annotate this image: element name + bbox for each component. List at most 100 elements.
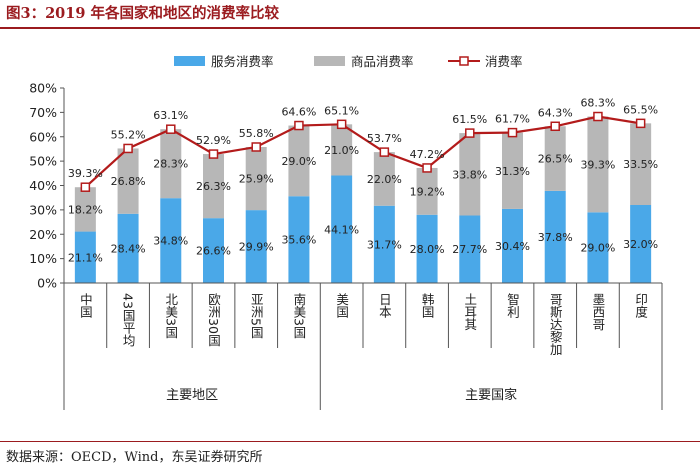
x-category-label: 土耳其 [462,293,477,331]
bar-goods [288,125,310,197]
bar-goods [245,146,267,211]
total-marker [379,147,390,157]
label-goods: 25.9% [239,173,274,186]
label-services: 44.1% [324,223,359,236]
total-line-path [84,115,641,189]
legend-goods-label: 商品消费率 [351,54,414,69]
x-category-label: 南美3国 [291,292,306,338]
bar-goods [502,132,523,209]
total-marker [208,149,219,159]
bar-goods [74,187,96,232]
bar-goods [416,167,438,215]
label-services: 31.7% [367,238,402,251]
total-marker [80,182,91,192]
total-marker [550,121,560,132]
label-total: 55.2% [111,128,146,141]
label-total: 61.5% [452,113,487,126]
bar-services [288,196,310,283]
label-goods: 26.8% [111,175,146,188]
label-services: 27.7% [452,243,487,256]
label-goods: 19.2% [410,185,445,198]
label-total: 61.7% [495,113,530,126]
total-marker [465,128,475,138]
label-services: 34.8% [153,235,188,248]
x-category-label: 印度 [633,293,648,318]
x-category-label: 43国平均 [121,293,136,347]
total-marker [507,127,518,138]
label-total: 55.8% [239,127,274,140]
total-marker [336,119,347,130]
bar-services [373,205,395,283]
bar-services [245,210,267,283]
label-services: 32.0% [623,238,658,251]
label-services: 30.4% [495,240,530,253]
label-goods: 18.2% [68,203,103,216]
label-goods: 26.5% [538,153,573,166]
label-goods: 33.8% [452,168,487,181]
x-axis: 中国 43国平均 北美3国 欧洲30国 亚洲5国 南美3国 美国 日本 韩国 土耳其 智利 哥斯达黎加… [63,282,663,410]
x-category-label: 欧洲30国 [206,293,221,346]
legend-total-swatch-marker [459,56,469,66]
legend-total-label: 消费率 [485,54,523,69]
label-total: 47.2% [410,148,445,161]
label-total: 53.7% [367,132,402,145]
bar-goods [203,154,224,219]
consumption-rate-chart: 服务消费率 商品消费率 消费率 0% 10% 20% 30% 40% 50% 60% 70% 80%… [29,54,663,410]
x-group-label: 主要国家 [465,387,517,403]
bar-services [160,198,182,283]
x-group-label: 主要地区 [166,388,218,403]
y-tick-label: 80% [29,81,57,96]
x-category-label: 中国 [78,292,93,318]
total-marker [422,163,432,173]
bar-services [203,218,224,283]
bar-goods [160,129,182,199]
total-consumption-line [80,111,646,192]
label-services: 28.4% [111,242,146,255]
total-marker [251,142,261,152]
label-total: 65.1% [324,104,359,117]
label-total: 65.5% [623,103,658,116]
total-marker [123,143,133,154]
x-category-label: 北美3国 [163,293,178,338]
y-tick-label: 10% [29,251,57,266]
total-marker [635,118,646,129]
legend-services-label: 服务消费率 [211,54,274,69]
bar-services [630,205,652,283]
x-category-label: 亚洲5国 [249,293,264,338]
label-services: 35.6% [281,234,316,247]
total-marker [294,120,304,131]
bar-goods [373,152,395,206]
label-total: 64.3% [538,106,573,119]
label-services: 29.9% [239,241,274,254]
bar-services [74,231,96,283]
label-goods: 28.3% [153,158,188,171]
bar-services [544,190,566,283]
label-goods: 22.0% [367,173,402,186]
label-services: 28.0% [410,243,445,256]
y-axis: 0% 10% 20% 30% 40% 50% 60% 70% 80% [29,81,65,291]
label-goods: 26.3% [196,180,231,193]
bar-services [331,175,353,283]
label-services: 37.8% [538,231,573,244]
bar-goods [459,133,481,216]
stacked-bars [74,116,652,283]
label-services: 29.0% [580,242,615,255]
label-goods: 39.3% [580,158,615,171]
bar-services [587,212,609,283]
y-tick-label: 20% [29,227,57,242]
y-tick-label: 40% [29,178,57,193]
total-marker [166,124,176,134]
x-category-label: 哥斯达黎加 [548,293,563,356]
bar-services [459,215,481,283]
label-goods: 31.3% [495,165,530,178]
x-category-label: 日本 [377,293,392,319]
y-tick-label: 0% [37,276,57,291]
label-total: 39.3% [68,167,103,180]
y-tick-label: 70% [29,105,57,120]
chart-legend: 服务消费率 商品消费率 消费率 [174,54,523,69]
figure-title: 图3：2019 年各国家和地区的消费率比较 [6,5,279,22]
y-tick-label: 30% [29,202,57,217]
y-tick-label: 60% [29,129,57,144]
bar-goods [331,124,353,176]
x-category-label: 美国 [334,293,349,318]
